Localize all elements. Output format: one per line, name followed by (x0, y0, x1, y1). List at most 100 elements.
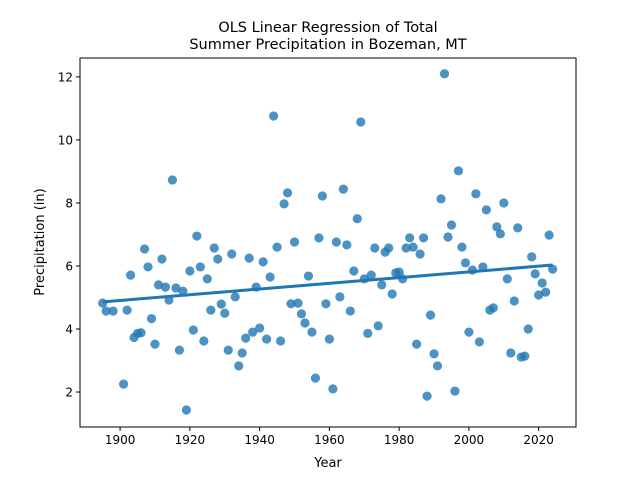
data-point (523, 324, 533, 334)
data-point (234, 361, 244, 371)
x-tick-label: 1980 (384, 433, 415, 447)
data-point (125, 270, 136, 280)
x-axis: 1900 1920 1940 1960 1980 2000 2020 (105, 427, 554, 447)
data-point (509, 296, 519, 306)
x-tick-label: 1960 (314, 433, 345, 447)
data-point (436, 194, 446, 204)
data-point (495, 229, 505, 239)
data-point (471, 189, 481, 199)
data-point (289, 237, 300, 247)
data-point (192, 231, 202, 241)
data-point (464, 327, 474, 337)
data-point (439, 69, 450, 79)
data-point (174, 345, 185, 355)
data-point (328, 384, 338, 394)
data-point (255, 323, 265, 333)
data-point (492, 222, 502, 232)
data-point (108, 306, 118, 316)
data-point (268, 111, 279, 121)
data-point (411, 339, 422, 349)
data-point (481, 205, 491, 215)
x-tick-label: 2000 (454, 433, 485, 447)
data-point (530, 269, 540, 279)
data-point (153, 280, 164, 290)
data-point (181, 405, 191, 415)
data-point (356, 117, 366, 127)
data-point (286, 299, 296, 309)
data-point (230, 292, 240, 302)
data-point (520, 351, 530, 361)
x-tick-label: 1940 (244, 433, 275, 447)
data-point (548, 264, 558, 274)
data-point (366, 270, 376, 280)
regression-line (102, 263, 553, 304)
data-point (146, 314, 157, 324)
data-point (387, 289, 397, 299)
data-point (157, 254, 167, 264)
data-point (213, 254, 223, 264)
data-point (373, 321, 383, 331)
data-point (195, 262, 205, 272)
data-point (307, 327, 317, 337)
data-point (502, 274, 512, 284)
data-point (345, 306, 355, 316)
data-point (237, 348, 247, 358)
data-point (220, 308, 230, 318)
data-point (265, 272, 275, 282)
data-point (537, 278, 547, 288)
data-point (223, 345, 233, 355)
data-point (446, 220, 457, 230)
y-axis-label: Precipitation (in) (33, 188, 48, 295)
y-tick-label: 8 (65, 196, 73, 210)
data-point (425, 310, 436, 320)
data-point (98, 298, 108, 308)
data-point (450, 386, 460, 396)
data-point (119, 379, 129, 389)
data-point (167, 175, 178, 185)
data-point (429, 349, 439, 359)
data-point (171, 283, 181, 293)
data-point (303, 271, 314, 281)
data-point (349, 266, 359, 276)
data-point (408, 242, 418, 252)
chart-title-line-1: OLS Linear Regression of Total (218, 20, 437, 36)
data-point (160, 282, 171, 292)
data-point (262, 334, 272, 344)
data-point (101, 306, 111, 316)
data-point (541, 287, 551, 297)
data-point (384, 243, 394, 253)
data-point (506, 348, 516, 358)
data-point (282, 188, 293, 198)
data-point (460, 258, 471, 268)
data-point (321, 299, 331, 309)
data-point (544, 230, 554, 240)
plot-frame (79, 57, 577, 428)
data-point (244, 253, 254, 263)
data-point (370, 243, 380, 253)
data-point (202, 274, 212, 284)
data-point (122, 305, 132, 315)
chart-title-line-2: Summer Precipitation in Bozeman, MT (189, 37, 466, 53)
data-point (534, 290, 544, 300)
data-point (248, 327, 258, 337)
data-point (488, 303, 498, 313)
x-tick-label: 2020 (523, 433, 554, 447)
data-point (457, 242, 467, 252)
data-point (178, 286, 188, 296)
y-tick-label: 10 (58, 133, 73, 147)
x-axis-label: Year (313, 456, 342, 471)
data-point (227, 249, 237, 259)
data-point (310, 373, 321, 383)
data-point (331, 237, 341, 247)
data-point (275, 336, 286, 346)
y-tick-label: 6 (65, 259, 73, 273)
x-tick-label: 1920 (175, 433, 206, 447)
y-tick-label: 12 (58, 70, 73, 84)
data-point (324, 334, 334, 344)
data-point (422, 391, 432, 401)
data-point (150, 339, 160, 349)
data-point (314, 233, 324, 243)
data-point (216, 299, 226, 309)
data-point (272, 242, 282, 252)
data-point (405, 233, 415, 243)
